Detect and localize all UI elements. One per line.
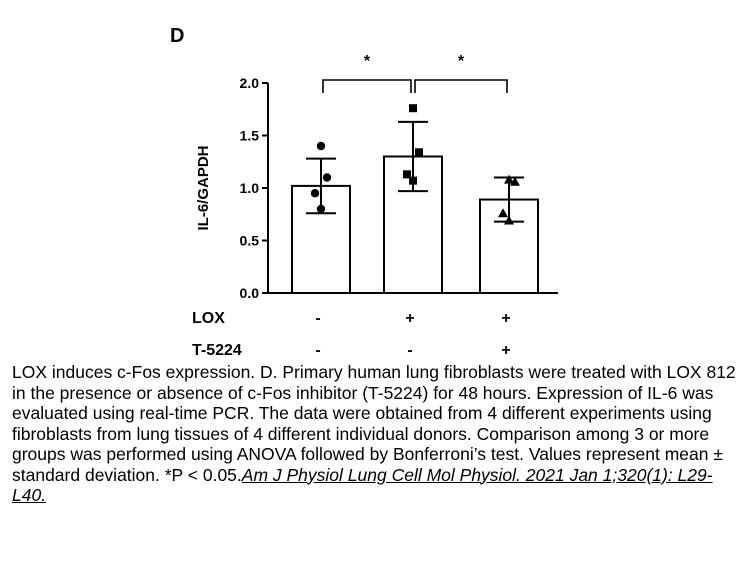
data-point (316, 204, 326, 214)
y-tick-label: 0.5 (240, 233, 260, 249)
condition-label: T-5224 (192, 342, 242, 359)
significance-bracket (414, 79, 508, 93)
y-tick-label: 0.0 (240, 285, 260, 301)
data-point (504, 215, 514, 225)
caption-text: LOX induces c-Fos expression. D. Primary… (12, 362, 736, 485)
y-tick-label: 1.5 (240, 128, 260, 144)
condition-value: - (407, 342, 412, 359)
data-point (322, 173, 332, 182)
significance-label: * (364, 53, 371, 70)
data-point (415, 148, 423, 157)
panel-label: D (170, 25, 184, 47)
data-point (310, 189, 320, 198)
condition-value: + (501, 342, 510, 359)
condition-value: - (315, 310, 320, 327)
citation-link[interactable]: Am J Physiol Lung Cell Mol Physiol. 2021… (12, 464, 713, 506)
y-tick-label: 1.0 (240, 180, 260, 196)
condition-value: + (405, 310, 414, 327)
y-axis-label: IL-6/GAPDH (195, 145, 212, 230)
data-point (316, 141, 326, 151)
y-tick-label: 2.0 (240, 75, 260, 91)
condition-value: - (315, 342, 320, 359)
data-point (409, 176, 417, 185)
data-point (409, 104, 417, 113)
data-point (504, 174, 514, 184)
figure-caption: LOX induces c-Fos expression. D. Primary… (12, 362, 744, 506)
bar-chart: D IL-6/GAPDH 0.0 0.5 1.0 1.5 2.0 * * LOX - + + T-52… (170, 25, 558, 359)
data-point (403, 170, 411, 179)
condition-value: + (501, 310, 510, 327)
data-point (498, 208, 508, 218)
data-point (510, 176, 520, 186)
condition-label: LOX (192, 310, 225, 327)
significance-label: * (458, 53, 465, 70)
significance-bracket (322, 79, 412, 93)
